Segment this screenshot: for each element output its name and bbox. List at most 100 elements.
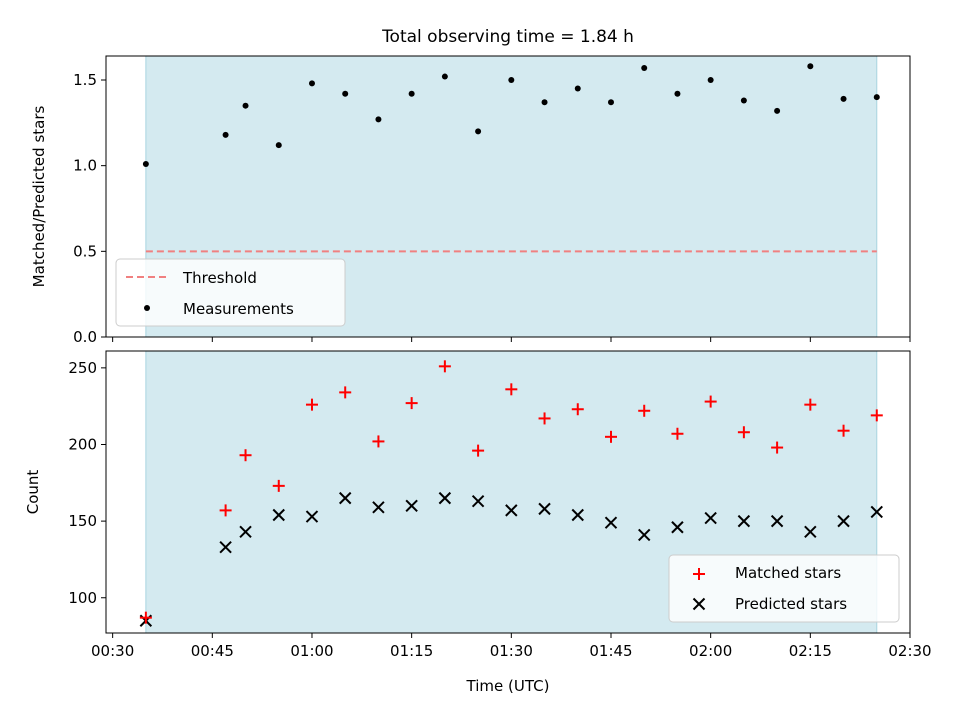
matched-stars-point	[272, 479, 285, 492]
matched-stars-point	[538, 412, 551, 425]
predicted-stars-point	[770, 514, 784, 528]
x-tick-label: 01:00	[290, 642, 333, 660]
matched-stars-point	[771, 441, 784, 454]
matched-stars-point	[870, 409, 883, 422]
measurement-point	[873, 94, 880, 101]
measurement-point	[308, 80, 315, 87]
matched-stars-point	[239, 449, 252, 462]
matched-stars-point	[837, 424, 850, 437]
matched-stars-point	[571, 403, 584, 416]
measurement-point	[641, 64, 648, 71]
measurement-point	[807, 63, 814, 70]
matched-stars-point	[305, 398, 318, 411]
measurement-point	[375, 116, 382, 123]
top-legend: Threshold Measurements	[115, 258, 346, 327]
measurement-point	[607, 99, 614, 106]
matched-legend-marker	[693, 568, 705, 580]
top-markers	[142, 63, 880, 167]
matched-stars-point	[472, 444, 485, 457]
top-panel: 0.0 0.5 1.0 1.5 Total observing time = 1.84…	[30, 27, 911, 346]
bottom-axes-frame	[105, 350, 911, 634]
measurement-point	[242, 102, 249, 109]
x-tick-label: 01:15	[390, 642, 433, 660]
bottom-y-ticks: 100 150 200 250	[68, 359, 106, 607]
matched-stars-point	[219, 504, 232, 517]
chart-title: Total observing time = 1.84 h	[381, 27, 634, 47]
measurement-point	[142, 160, 149, 167]
measurement-point	[441, 73, 448, 80]
x-tick-label: 02:30	[888, 642, 931, 660]
matched-stars-point	[505, 383, 518, 396]
matched-stars-point	[339, 386, 352, 399]
top-legend-box	[115, 258, 346, 327]
predicted-stars-point	[438, 491, 452, 505]
legend-threshold-label: Threshold	[182, 269, 257, 287]
bottom-panel: 100 150 200 250 00:30 00:45 01:00 01:15 01:30 01…	[24, 350, 932, 695]
measurement-point	[475, 128, 482, 135]
top-x-ticks	[112, 337, 911, 342]
predicted-stars-point	[737, 514, 751, 528]
predicted-stars-point	[571, 508, 584, 522]
top-ytick-label: 1.0	[73, 157, 97, 175]
x-tick-label: 00:45	[191, 642, 234, 660]
measurement-point	[275, 142, 282, 149]
top-axes-frame	[105, 55, 911, 338]
predicted-stars-point	[870, 505, 883, 519]
measurement-point	[740, 97, 747, 104]
bottom-markers	[139, 360, 883, 627]
predicted-stars-point	[372, 501, 385, 514]
bottom-ytick-label: 150	[68, 512, 97, 530]
bottom-y-axis-label: Count	[24, 470, 42, 515]
predicted-stars-point	[505, 504, 518, 517]
matched-stars-point	[671, 427, 684, 440]
top-ytick-label: 0.5	[73, 242, 97, 260]
predicted-stars-point	[671, 521, 684, 534]
predicted-stars-point	[272, 508, 285, 522]
measurement-point	[408, 90, 415, 97]
predicted-stars-point	[604, 516, 618, 529]
legend-predicted-label: Predicted stars	[735, 595, 847, 613]
matched-stars-point	[139, 611, 152, 624]
x-tick-label: 02:00	[689, 642, 732, 660]
matched-stars-point	[704, 395, 717, 408]
predicted-stars-point	[538, 502, 551, 516]
matched-legend-glyph	[693, 568, 705, 580]
bottom-ytick-label: 250	[68, 359, 97, 377]
predicted-stars-point	[305, 510, 319, 523]
measurement-point	[840, 95, 847, 102]
matched-stars-point	[638, 404, 651, 417]
matched-stars-point	[372, 435, 385, 448]
matched-stars-point	[804, 398, 817, 411]
measurement-point	[342, 90, 349, 97]
bottom-legend: Matched stars Predicted stars	[668, 554, 900, 623]
predicted-stars-point	[219, 540, 232, 554]
top-y-axis-label: Matched/Predicted stars	[30, 106, 48, 288]
predicted-stars-point	[405, 499, 418, 513]
top-y-ticks: 0.0 0.5 1.0 1.5	[73, 71, 106, 346]
predicted-legend-marker	[692, 597, 706, 611]
top-ytick-label: 1.5	[73, 71, 97, 89]
measurement-point	[774, 107, 781, 114]
x-tick-label: 01:45	[589, 642, 632, 660]
predicted-stars-point	[471, 494, 485, 508]
measurement-point	[222, 131, 229, 138]
bottom-x-ticks: 00:30 00:45 01:00 01:15 01:30 01:45 02:00 02:15…	[91, 633, 932, 660]
bottom-legend-box	[668, 554, 900, 623]
predicted-stars-point	[804, 525, 817, 539]
x-axis-label: Time (UTC)	[466, 677, 550, 695]
matched-stars-point	[737, 426, 750, 439]
predicted-stars-point	[837, 514, 850, 528]
measurement-point	[674, 90, 681, 97]
x-tick-label: 02:15	[789, 642, 832, 660]
x-tick-label: 00:30	[91, 642, 134, 660]
measurement-point	[541, 99, 548, 106]
predicted-stars-point	[638, 528, 651, 542]
matched-stars-point	[438, 360, 451, 373]
predicted-stars-point	[239, 525, 252, 539]
measurements-legend-marker	[144, 305, 150, 311]
legend-matched-label: Matched stars	[735, 564, 841, 582]
x-tick-label: 01:30	[490, 642, 533, 660]
top-ytick-label: 0.0	[73, 328, 97, 346]
predicted-legend-glyph	[692, 597, 706, 611]
